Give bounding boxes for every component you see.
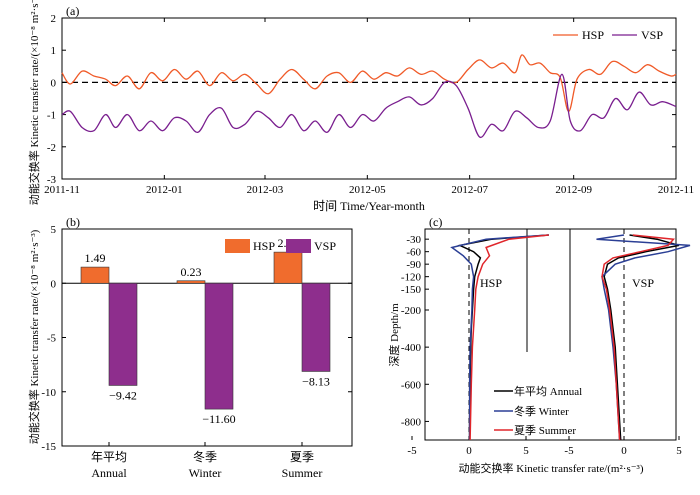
panel-c-vsp-summer-line: [601, 234, 676, 441]
panel-b-category-label: 年平均 Annual: [91, 450, 127, 480]
panel-b-bar-vsp: [301, 282, 331, 372]
panel-b: (b) -15-10-505 1.49−9.420.23−11.602.87−8…: [27, 215, 353, 480]
panel-c-y-tick-label: -400: [401, 342, 422, 354]
panel-c-y-axis-label: 深度 Depth/m: [387, 303, 401, 367]
panel-a-y-axis-label: 动能交换率 Kinetic transfer rate/(×10⁻⁸ m²·s⁻…: [27, 0, 41, 205]
panel-c-x-tick-label: -5: [407, 445, 417, 457]
panel-b-y-tick-label: 5: [51, 224, 57, 236]
panel-b-y-axis-label: 动能交换率 Kinetic transfer rate/(×10⁻⁸ m²·s⁻…: [27, 229, 41, 444]
panel-c-hsp-summer-line: [469, 234, 549, 441]
panel-a-y-tick-label: -1: [47, 110, 56, 122]
panel-c-x-tick-label: -5: [564, 445, 574, 457]
panel-c-y-tick-label: -200: [401, 305, 422, 317]
panel-c-y-tick-label: -90: [406, 259, 421, 271]
panel-a-frame: [61, 17, 677, 180]
panel-c-x-tick-label: 5: [676, 445, 682, 457]
legend-hsp-label: HSP: [582, 28, 604, 42]
panel-a-x-tick-label: 2012-09: [555, 184, 592, 196]
panel-a-x-tick-label: 2011-11: [44, 184, 80, 196]
panel-a-legend: HSP VSP: [553, 28, 663, 42]
legend-vsp-swatch-b: [286, 239, 311, 253]
panel-b-bar-hsp: [176, 280, 206, 284]
panel-b-y-tick-label: -5: [47, 333, 57, 345]
panel-a-x-tick-label: 2012-05: [349, 184, 386, 196]
panel-c: (c) -30-60-90-120-150 -200 -400 -600 -800 -5…: [387, 215, 691, 475]
panel-a-series-vsp-line: [61, 73, 677, 139]
panel-b-bar-value-label: 0.23: [181, 265, 202, 279]
panel-a-x-axis-label: 时间 Time/Year-month: [313, 199, 425, 213]
panel-b-bars: 1.49−9.420.23−11.602.87−8.13: [80, 236, 331, 426]
panel-a-x-tick-label: 2012-01: [146, 184, 183, 196]
legend-summer-label: 夏季 Summer: [514, 424, 576, 437]
panel-a-x-tick-label: 2012-11: [658, 184, 694, 196]
panel-a-y-ticks: -3 -2 -1 0 1 2: [47, 13, 676, 186]
legend-annual-label: 年平均 Annual: [514, 384, 582, 398]
panel-a-series-hsp-line: [61, 54, 677, 113]
panel-b-bar-vsp: [108, 282, 138, 386]
panel-b-bar-hsp: [80, 266, 110, 284]
legend-hsp-swatch-b: [225, 239, 250, 253]
panel-c-y-tick-label: -800: [401, 416, 422, 428]
panel-b-legend: HSP VSP: [225, 239, 336, 253]
panel-b-y-tick-label: -10: [41, 387, 56, 399]
panel-b-category-labels: 年平均 Annual 冬季 Winter 夏季 Summer: [91, 442, 322, 480]
panel-c-y-tick-label: -60: [406, 247, 421, 259]
panel-c-x-tick-label: 0: [621, 445, 627, 457]
panel-a-x-tick-label: 2012-07: [451, 184, 488, 196]
panel-c-x-ticks: -5 0 5 -5 0 5: [407, 436, 682, 457]
panel-c-hsp-winter-line: [450, 234, 549, 440]
panel-c-x-axis-label: 动能交换率 Kinetic transfer rate/(m²·s⁻³): [459, 461, 644, 475]
panel-c-hsp-label: HSP: [480, 276, 502, 290]
panel-a-y-tick-label: -2: [47, 142, 56, 154]
panel-a-x-ticks: 2011-11 2012-01 2012-03 2012-05 2012-07 2012-…: [44, 18, 694, 196]
panel-b-bar-value-label: −9.42: [109, 388, 137, 402]
panel-b-bar-value-label: −11.60: [202, 412, 235, 426]
panel-c-label: (c): [429, 215, 442, 229]
legend-vsp-label-b: VSP: [314, 239, 336, 253]
panel-a: (a) -3 -2 -1 0 1 2 2011-11 2012-01 2012-03 2012-…: [27, 0, 694, 213]
legend-hsp-label-b: HSP: [253, 239, 275, 253]
panel-c-frame: [424, 228, 677, 441]
panel-b-y-tick-label: -15: [41, 441, 56, 453]
panel-c-profile-lines: [450, 234, 691, 441]
panel-b-bar-value-label: −8.13: [302, 374, 330, 388]
panel-c-x-tick-label: 5: [523, 445, 529, 457]
panel-c-y-tick-label: -120: [401, 272, 422, 284]
panel-b-bar-value-label: 1.49: [85, 251, 106, 265]
panel-a-label: (a): [66, 4, 79, 18]
legend-winter-label: 冬季 Winter: [514, 404, 569, 418]
panel-b-y-tick-label: 0: [51, 278, 57, 290]
panel-a-x-tick-label: 2012-03: [247, 184, 284, 196]
panel-c-y-tick-label: -30: [406, 234, 421, 246]
panel-a-series-lines: [61, 54, 677, 139]
panel-c-legend: 年平均 Annual 冬季 Winter 夏季 Summer: [494, 384, 582, 437]
panel-a-y-tick-label: 2: [51, 13, 57, 25]
legend-vsp-label: VSP: [641, 28, 663, 42]
panel-c-y-ticks: -30-60-90-120-150 -200 -400 -600 -800: [401, 234, 429, 428]
panel-c-x-tick-label: 0: [466, 445, 472, 457]
panel-a-y-tick-label: -3: [47, 174, 57, 186]
panel-b-label: (b): [66, 215, 80, 229]
panel-b-category-label: 冬季 Winter: [189, 449, 222, 480]
panel-a-y-tick-label: 1: [51, 45, 57, 57]
panel-c-vsp-label: VSP: [632, 276, 654, 290]
panel-a-y-tick-label: 0: [51, 77, 57, 89]
panel-c-y-tick-label: -600: [401, 379, 422, 391]
panel-b-bar-vsp: [204, 282, 234, 410]
panel-b-category-label: 夏季 Summer: [282, 450, 323, 480]
panel-b-y-ticks: -15 -10 -5 0 5: [41, 224, 352, 453]
panel-c-y-tick-label: -150: [401, 284, 422, 296]
panel-c-vsp-annual-line: [603, 234, 680, 441]
panel-b-bar-hsp: [273, 251, 303, 284]
